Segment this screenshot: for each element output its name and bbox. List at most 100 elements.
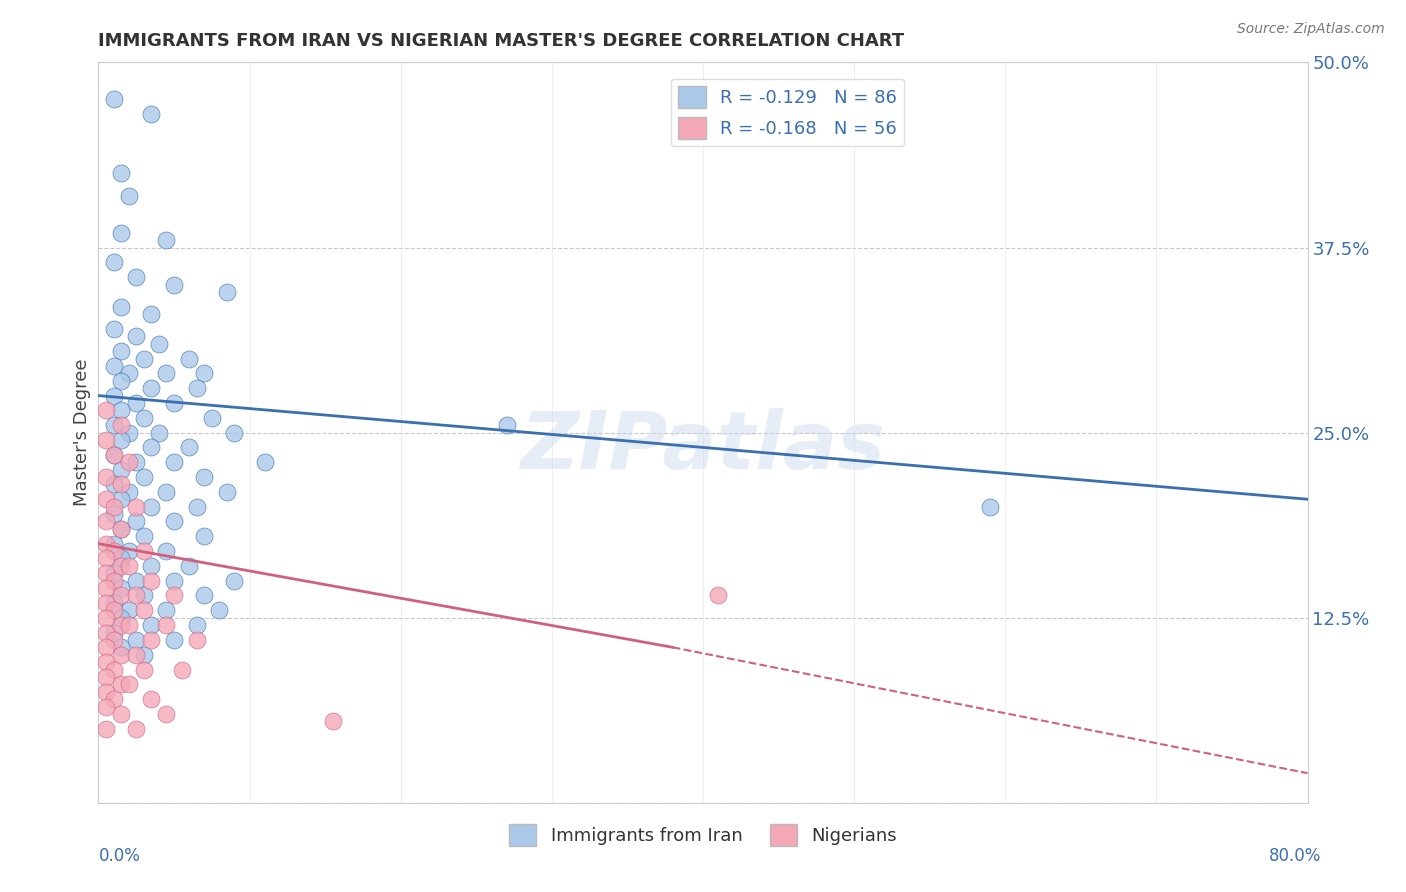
Point — [110, 610, 132, 624]
Point — [707, 589, 730, 603]
Point — [125, 500, 148, 514]
Point — [179, 351, 201, 366]
Point — [125, 589, 148, 603]
Point — [186, 632, 208, 647]
Text: 0.0%: 0.0% — [98, 847, 141, 865]
Point — [132, 603, 155, 617]
Point — [94, 551, 117, 566]
Point — [94, 610, 117, 624]
Point — [103, 418, 125, 433]
Point — [94, 685, 117, 699]
Point — [193, 470, 215, 484]
Point — [118, 558, 141, 573]
Point — [163, 574, 186, 588]
Point — [193, 529, 215, 543]
Point — [110, 677, 132, 691]
Point — [125, 329, 148, 343]
Legend: Immigrants from Iran, Nigerians: Immigrants from Iran, Nigerians — [502, 816, 904, 853]
Point — [193, 367, 215, 381]
Point — [141, 381, 163, 395]
Text: Source: ZipAtlas.com: Source: ZipAtlas.com — [1237, 22, 1385, 37]
Point — [103, 536, 125, 550]
Point — [155, 618, 177, 632]
Point — [94, 596, 117, 610]
Point — [118, 455, 141, 469]
Point — [125, 632, 148, 647]
Point — [186, 381, 208, 395]
Point — [103, 92, 125, 106]
Point — [103, 603, 125, 617]
Point — [163, 396, 186, 410]
Point — [125, 270, 148, 285]
Point — [110, 403, 132, 417]
Point — [141, 107, 163, 121]
Point — [215, 484, 238, 499]
Point — [103, 388, 125, 402]
Point — [132, 663, 155, 677]
Point — [94, 515, 117, 529]
Point — [103, 663, 125, 677]
Point — [148, 425, 170, 440]
Point — [103, 477, 125, 491]
Point — [110, 300, 132, 314]
Point — [224, 425, 246, 440]
Point — [155, 706, 177, 721]
Point — [103, 507, 125, 521]
Point — [94, 699, 117, 714]
Point — [110, 418, 132, 433]
Point — [94, 722, 117, 736]
Point — [103, 255, 125, 269]
Point — [110, 581, 132, 595]
Point — [186, 618, 208, 632]
Point — [132, 470, 155, 484]
Point — [103, 692, 125, 706]
Point — [118, 544, 141, 558]
Point — [94, 433, 117, 447]
Point — [201, 410, 224, 425]
Point — [110, 226, 132, 240]
Point — [132, 529, 155, 543]
Point — [125, 574, 148, 588]
Point — [94, 470, 117, 484]
Point — [132, 589, 155, 603]
Point — [253, 455, 276, 469]
Point — [94, 640, 117, 655]
Point — [141, 441, 163, 455]
Point — [155, 544, 177, 558]
Point — [186, 500, 208, 514]
Point — [110, 648, 132, 662]
Point — [155, 233, 177, 247]
Point — [215, 285, 238, 299]
Point — [103, 625, 125, 640]
Point — [103, 359, 125, 373]
Point — [118, 484, 141, 499]
Point — [110, 462, 132, 476]
Point — [208, 603, 231, 617]
Point — [118, 367, 141, 381]
Point — [94, 655, 117, 669]
Point — [103, 566, 125, 581]
Point — [103, 448, 125, 462]
Point — [103, 322, 125, 336]
Point — [132, 648, 155, 662]
Point — [94, 670, 117, 684]
Point — [118, 603, 141, 617]
Point — [118, 425, 141, 440]
Point — [179, 558, 201, 573]
Point — [125, 396, 148, 410]
Point — [141, 618, 163, 632]
Point — [141, 574, 163, 588]
Point — [94, 566, 117, 581]
Point — [322, 714, 344, 729]
Point — [132, 544, 155, 558]
Point — [141, 558, 163, 573]
Point — [110, 551, 132, 566]
Point — [110, 374, 132, 388]
Point — [110, 558, 132, 573]
Point — [132, 410, 155, 425]
Point — [110, 589, 132, 603]
Point — [118, 677, 141, 691]
Point — [103, 574, 125, 588]
Text: ZIPatlas: ZIPatlas — [520, 409, 886, 486]
Point — [103, 500, 125, 514]
